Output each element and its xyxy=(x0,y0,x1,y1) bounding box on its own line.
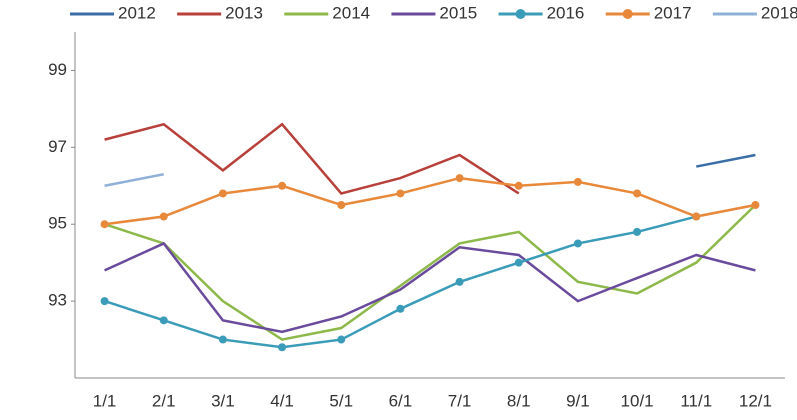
x-tick-label: 6/1 xyxy=(389,391,413,410)
legend-label: 2014 xyxy=(332,3,370,22)
legend-label: 2018 xyxy=(761,3,797,22)
x-tick-label: 4/1 xyxy=(270,391,294,410)
legend-label: 2015 xyxy=(439,3,477,22)
y-tick-label: 93 xyxy=(48,291,67,310)
x-tick-label: 11/1 xyxy=(680,391,712,410)
series-marker xyxy=(455,277,464,286)
legend-marker xyxy=(515,9,526,19)
x-tick-label: 10/1 xyxy=(621,391,654,410)
series-marker xyxy=(278,181,287,190)
series-marker xyxy=(396,189,405,198)
legend-marker xyxy=(622,9,633,19)
series-line xyxy=(696,153,756,168)
series-marker xyxy=(159,316,168,325)
x-tick-label: 2/1 xyxy=(152,391,176,410)
series-marker xyxy=(633,189,642,198)
legend-label: 2012 xyxy=(118,3,156,22)
y-tick-label: 97 xyxy=(48,137,67,156)
x-tick-label: 8/1 xyxy=(507,391,531,410)
series-marker xyxy=(514,181,523,190)
series-line xyxy=(104,241,756,334)
series-marker xyxy=(633,227,642,236)
series-line xyxy=(104,176,756,226)
series-marker xyxy=(218,335,227,344)
series-marker xyxy=(573,177,582,186)
series-marker xyxy=(396,304,405,313)
series-marker xyxy=(751,201,760,209)
series-marker xyxy=(100,297,109,306)
legend-label: 2013 xyxy=(225,3,263,22)
series-marker xyxy=(159,212,168,221)
x-tick-label: 9/1 xyxy=(566,391,590,410)
x-tick-label: 5/1 xyxy=(329,391,353,410)
series-marker xyxy=(337,335,346,344)
legend-label: 2017 xyxy=(654,3,692,22)
x-tick-label: 3/1 xyxy=(211,391,235,410)
series-marker xyxy=(455,174,464,183)
series-marker xyxy=(100,220,109,229)
series-line xyxy=(104,173,164,188)
series-line xyxy=(104,122,520,195)
y-tick-label: 95 xyxy=(48,214,67,233)
series-marker xyxy=(514,258,523,267)
series-marker xyxy=(337,201,346,209)
x-tick-label: 1/1 xyxy=(93,391,117,410)
y-tick-label: 99 xyxy=(48,60,67,79)
legend-label: 2016 xyxy=(547,3,585,22)
x-tick-label: 7/1 xyxy=(448,391,472,410)
series-marker xyxy=(692,212,701,221)
series-marker xyxy=(573,239,582,248)
x-tick-label: 12/1 xyxy=(739,391,772,410)
series-marker xyxy=(218,189,227,198)
series-line xyxy=(104,204,757,341)
series-marker xyxy=(278,343,287,352)
